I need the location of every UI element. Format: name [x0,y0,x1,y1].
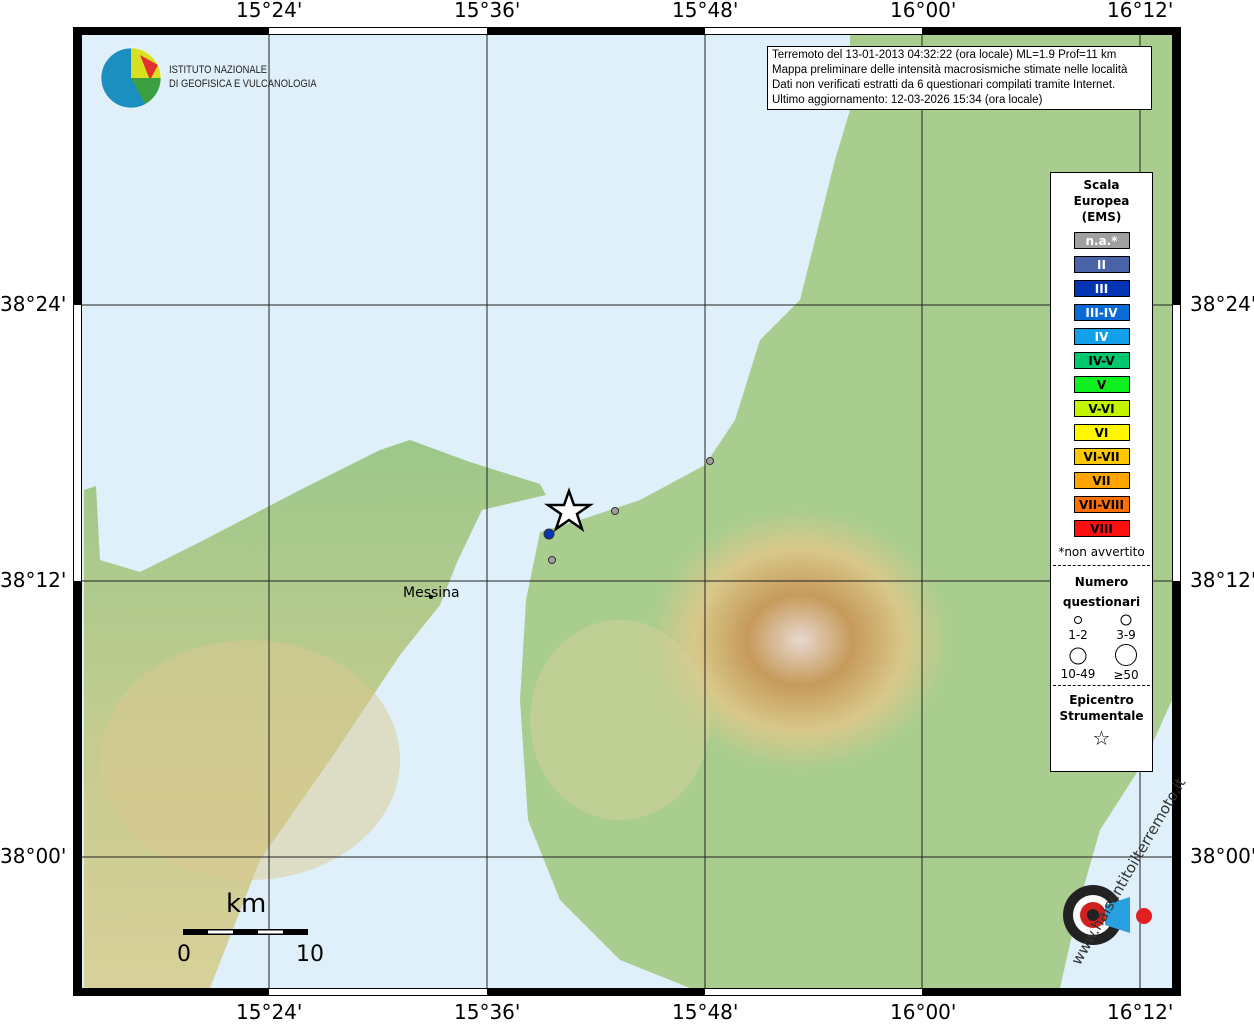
count-symbols: 1-2 3-9 10-49 ≥50 [1060,614,1138,682]
info-line: Dati non verificati estratti da 6 questi… [772,79,1116,91]
legend-swatch-iii: III [1073,280,1130,297]
lon-tick-bottom: 16°12' [1107,1000,1174,1024]
count-symbol-xlarge [1114,644,1137,666]
legend-title: Scala Europea (EMS) [1051,177,1152,225]
legend-swatch-na: n.a.* [1073,232,1130,249]
legend-title-line: Europea [1073,194,1130,208]
count-label: 3-9 [1116,628,1136,642]
legend-swatch-vii-viii: VII-VIII [1073,496,1130,513]
lat-tick-left: 38°24' [0,292,67,316]
star-icon: ☆ [1092,726,1111,750]
haisentito-logo-icon [1063,885,1152,945]
count-label: 10-49 [1060,667,1095,681]
count-symbol-large [1069,647,1086,665]
legend-note: *non avvertito [1058,545,1145,559]
intensity-point-na [548,556,556,564]
logo-line: ISTITUTO NAZIONALE [169,64,268,76]
lon-tick-bottom: 15°36' [454,1000,521,1024]
lon-tick-top: 16°00' [890,0,957,22]
logo-globe-icon [100,47,162,109]
lon-tick-top: 15°36' [454,0,521,22]
star-icon [543,487,595,533]
lat-tick-left: 38°00' [0,844,67,868]
lon-tick-bottom: 16°00' [890,1000,957,1024]
legend-divider [1053,565,1150,566]
legend-swatch-viii: VIII [1073,520,1130,537]
scale-max: 10 [296,942,324,967]
ems-legend: Scala Europea (EMS) n.a.* II III III-IV IV IV… [1050,172,1153,772]
count-label: ≥50 [1113,668,1138,682]
legend-swatch-vi: VI [1073,424,1130,441]
intensity-point-na [706,457,714,465]
lat-tick-right: 38°24' [1190,292,1254,316]
legend-swatch-v-vi: V-VI [1073,400,1130,417]
info-line: Terremoto del 13-01-2013 04:32:22 (ora l… [772,49,1117,61]
lat-tick-right: 38°12' [1190,568,1254,592]
count-title-line: questionari [1062,595,1141,609]
lon-tick-top: 15°24' [236,0,303,22]
scale-bar [183,929,308,935]
legend-title-line: (EMS) [1081,210,1122,224]
messina-marker [429,595,433,599]
legend-swatch-iv-v: IV-V [1073,352,1130,369]
place-label-messina: Messina [403,585,460,601]
frame-ticks [74,28,1180,995]
lon-tick-bottom: 15°24' [236,1000,303,1024]
lat-tick-right: 38°00' [1190,844,1254,868]
legend-swatch-vi-vii: VI-VII [1073,448,1130,465]
intensity-point-iii [543,528,555,540]
count-title-line: Numero [1074,575,1129,589]
lat-tick-left: 38°12' [0,568,67,592]
aspromonte-relief [650,510,950,770]
lon-tick-bottom: 15°48' [672,1000,739,1024]
logo-line: DI GEOFISICA E VULCANOLOGIA [169,78,317,90]
count-title: Numero questionari [1051,572,1152,612]
legend-title-line: Scala [1083,178,1120,192]
lon-tick-top: 16°12' [1107,0,1174,22]
intensity-point-na [611,507,619,515]
event-info-box: Terremoto del 13-01-2013 04:32:22 (ora l… [767,46,1152,110]
legend-swatch-ii: II [1073,256,1130,273]
epi-title-line: Strumentale [1059,709,1144,723]
info-line: Ultimo aggiornamento: 12-03-2026 15:34 (… [772,94,1043,106]
epi-title-line: Epicentro [1069,693,1134,707]
info-line: Mappa preliminare delle intensità macros… [772,64,1128,76]
count-symbol-medium [1120,614,1131,626]
epicenter-title: Epicentro Strumentale [1051,692,1152,724]
lon-tick-top: 15°48' [672,0,739,22]
legend-swatches: n.a.* II III III-IV IV IV-V V V-VI VI VI-VII VII VI… [1051,232,1152,537]
scale-unit: km [226,889,267,919]
ingv-logo-text: ISTITUTO NAZIONALE DI GEOFISICA E VULCAN… [169,63,317,91]
legend-swatch-v: V [1073,376,1130,393]
legend-swatch-iii-iv: III-IV [1073,304,1130,321]
legend-swatch-iv: IV [1073,328,1130,345]
legend-swatch-vii: VII [1073,472,1130,489]
count-label: 1-2 [1068,628,1088,642]
scale-min: 0 [177,942,191,967]
legend-divider [1053,685,1150,686]
count-symbol-small [1073,616,1082,624]
